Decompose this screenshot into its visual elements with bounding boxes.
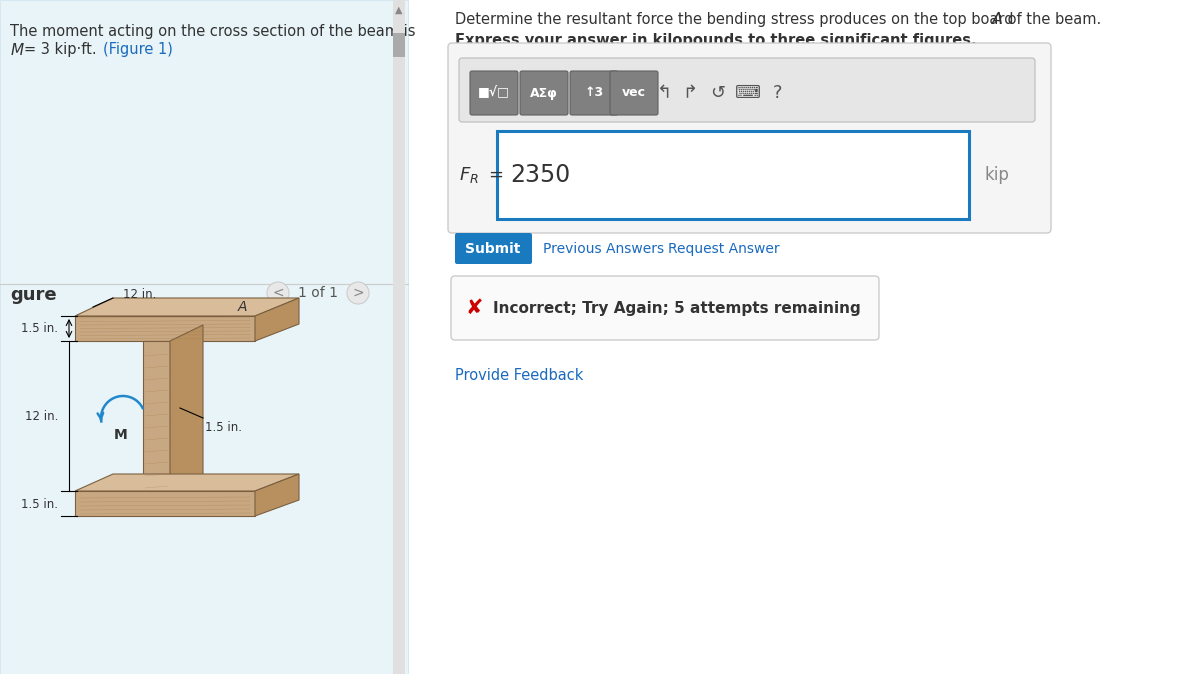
Polygon shape bbox=[170, 325, 203, 491]
Polygon shape bbox=[74, 298, 299, 316]
Text: AΣφ: AΣφ bbox=[530, 86, 558, 100]
FancyBboxPatch shape bbox=[448, 43, 1051, 233]
Text: The moment acting on the cross section of the beam is: The moment acting on the cross section o… bbox=[10, 24, 415, 39]
Text: 1.5 in.: 1.5 in. bbox=[22, 497, 58, 510]
Text: 12 in.: 12 in. bbox=[25, 410, 58, 423]
FancyBboxPatch shape bbox=[458, 58, 1034, 122]
Text: Provide Feedback: Provide Feedback bbox=[455, 368, 583, 383]
Text: Incorrect; Try Again; 5 attempts remaining: Incorrect; Try Again; 5 attempts remaini… bbox=[493, 301, 860, 315]
FancyBboxPatch shape bbox=[497, 131, 970, 219]
FancyBboxPatch shape bbox=[0, 0, 408, 674]
Text: vec: vec bbox=[622, 86, 646, 100]
Text: A: A bbox=[992, 12, 1003, 27]
Text: kip: kip bbox=[985, 166, 1010, 184]
Text: of the beam.: of the beam. bbox=[1003, 12, 1102, 27]
Circle shape bbox=[347, 282, 370, 304]
Text: ↺: ↺ bbox=[710, 84, 726, 102]
FancyBboxPatch shape bbox=[610, 71, 658, 115]
Text: =: = bbox=[488, 166, 503, 184]
Text: Express your answer in kilopounds to three significant figures.: Express your answer in kilopounds to thr… bbox=[455, 33, 977, 48]
Text: M: M bbox=[114, 428, 128, 442]
Text: gure: gure bbox=[10, 286, 56, 304]
Text: (Figure 1): (Figure 1) bbox=[103, 42, 173, 57]
Text: ⌨: ⌨ bbox=[734, 84, 761, 102]
Text: Previous Answers: Previous Answers bbox=[542, 242, 664, 256]
Polygon shape bbox=[256, 474, 299, 516]
Text: ▲: ▲ bbox=[395, 5, 403, 15]
Text: Determine the resultant force the bending stress produces on the top board: Determine the resultant force the bendin… bbox=[455, 12, 1018, 27]
FancyBboxPatch shape bbox=[470, 71, 518, 115]
Polygon shape bbox=[74, 474, 299, 491]
Text: Submit: Submit bbox=[466, 242, 521, 256]
Polygon shape bbox=[256, 298, 299, 341]
Text: ✘: ✘ bbox=[466, 298, 482, 318]
Text: $M$: $M$ bbox=[10, 42, 25, 58]
FancyBboxPatch shape bbox=[394, 0, 406, 674]
Text: Request Answer: Request Answer bbox=[668, 242, 780, 256]
Text: 12 in.: 12 in. bbox=[124, 288, 156, 301]
FancyBboxPatch shape bbox=[451, 276, 878, 340]
Polygon shape bbox=[74, 316, 256, 341]
Circle shape bbox=[266, 282, 289, 304]
FancyBboxPatch shape bbox=[520, 71, 568, 115]
Text: 2350: 2350 bbox=[510, 163, 570, 187]
FancyBboxPatch shape bbox=[455, 233, 532, 264]
Text: >: > bbox=[352, 286, 364, 300]
Polygon shape bbox=[74, 491, 256, 516]
Text: 1.5 in.: 1.5 in. bbox=[22, 321, 58, 334]
Text: ↱: ↱ bbox=[683, 84, 697, 102]
Text: ↑3: ↑3 bbox=[584, 86, 604, 100]
FancyBboxPatch shape bbox=[570, 71, 618, 115]
Polygon shape bbox=[143, 341, 170, 491]
Text: 1.5 in.: 1.5 in. bbox=[205, 421, 242, 434]
Text: ↰: ↰ bbox=[656, 84, 672, 102]
Text: ?: ? bbox=[773, 84, 782, 102]
Text: 1 of 1: 1 of 1 bbox=[298, 286, 338, 300]
Text: = 3 kip·ft.: = 3 kip·ft. bbox=[24, 42, 101, 57]
Text: ■√□: ■√□ bbox=[478, 86, 510, 100]
Text: $A$: $A$ bbox=[238, 300, 248, 314]
Text: <: < bbox=[272, 286, 284, 300]
FancyBboxPatch shape bbox=[394, 33, 406, 57]
Text: $F_R$: $F_R$ bbox=[458, 165, 479, 185]
